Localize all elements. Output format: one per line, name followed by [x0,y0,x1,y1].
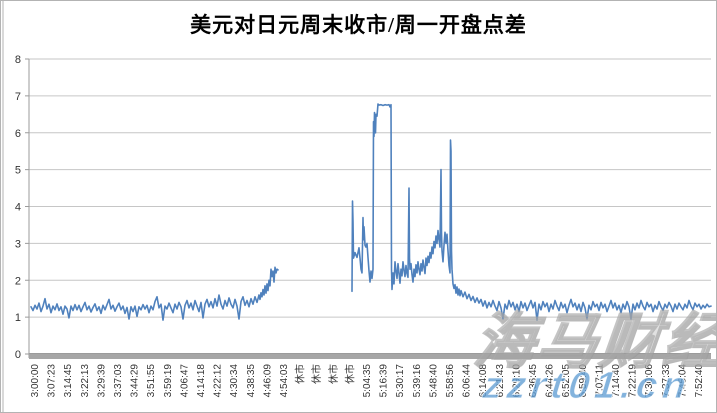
x-axis-label: 3:59:19 [163,364,174,398]
y-axis-label: 4 [15,202,21,214]
x-axis-label: 3:44:29 [130,364,141,398]
x-axis-label: 6:36:45 [528,364,539,398]
x-axis-label: 休市 [294,364,307,384]
x-axis-label: 4:54:03 [279,364,290,398]
x-axis-label: 7:37:33 [661,364,672,398]
y-axis-label: 6 [15,128,21,140]
x-axis-label: 3:37:03 [113,364,124,398]
x-axis-label: 3:29:39 [96,364,107,398]
x-axis-label: 7:30:06 [644,364,655,398]
x-axis-label: 4:30:34 [229,364,240,398]
x-axis-label: 3:07:23 [47,364,58,398]
series-line [351,103,712,321]
x-axis-label: 3:51:55 [146,364,157,398]
chart-title: 美元对日元周末收市/周一开盘点差 [190,13,527,37]
y-axis-label: 3 [15,238,21,250]
x-axis-label: 7:45:04 [677,364,688,398]
x-axis-label: 7:07:11 [594,364,605,397]
x-axis-label: 6:52:05 [561,364,572,398]
x-axis-label: 5:58:56 [445,364,456,398]
y-axis-label: 5 [15,165,21,177]
x-axis-label: 4:22:12 [213,364,224,398]
x-axis-label: 6:59:40 [578,364,589,398]
x-axis-label: 7:52:40 [694,364,705,398]
x-axis-label: 5:30:17 [395,364,406,398]
y-axis-label: 1 [15,312,21,324]
series-line [30,266,279,321]
y-axis-label: 2 [15,275,21,287]
x-axis-label: 3:22:13 [80,364,91,398]
x-axis-label: 4:06:47 [179,364,190,398]
x-axis-bar [29,354,711,359]
x-axis-label: 休市 [343,364,356,384]
x-axis-label: 6:21:43 [495,364,506,398]
x-axis-label: 4:38:35 [246,364,257,398]
x-axis-label: 3:14:45 [63,364,74,398]
x-axis-label: 6:06:44 [462,364,473,398]
x-axis-label: 5:16:39 [379,364,390,398]
x-axis-label: 4:14:18 [196,364,207,398]
y-axis-label: 7 [15,91,21,103]
x-axis-label: 5:04:35 [362,364,373,398]
x-axis-label: 5:48:40 [428,364,439,398]
x-axis-label: 7:14:40 [611,364,622,398]
x-axis-label: 3:00:00 [30,364,41,398]
x-axis-label: 休市 [327,364,340,384]
x-axis-label: 6:14:08 [478,364,489,398]
x-axis-label: 5:39:16 [412,364,423,398]
y-axis-label: 0 [15,349,21,361]
x-axis-label: 4:46:09 [262,364,273,398]
x-axis-line [29,353,711,355]
x-axis-label: 6:44:26 [545,364,556,398]
y-axis-label: 8 [15,54,21,66]
x-axis-label: 6:29:10 [511,364,522,398]
x-axis-label: 7:22:19 [628,364,639,398]
x-axis-label: 休市 [310,364,323,384]
